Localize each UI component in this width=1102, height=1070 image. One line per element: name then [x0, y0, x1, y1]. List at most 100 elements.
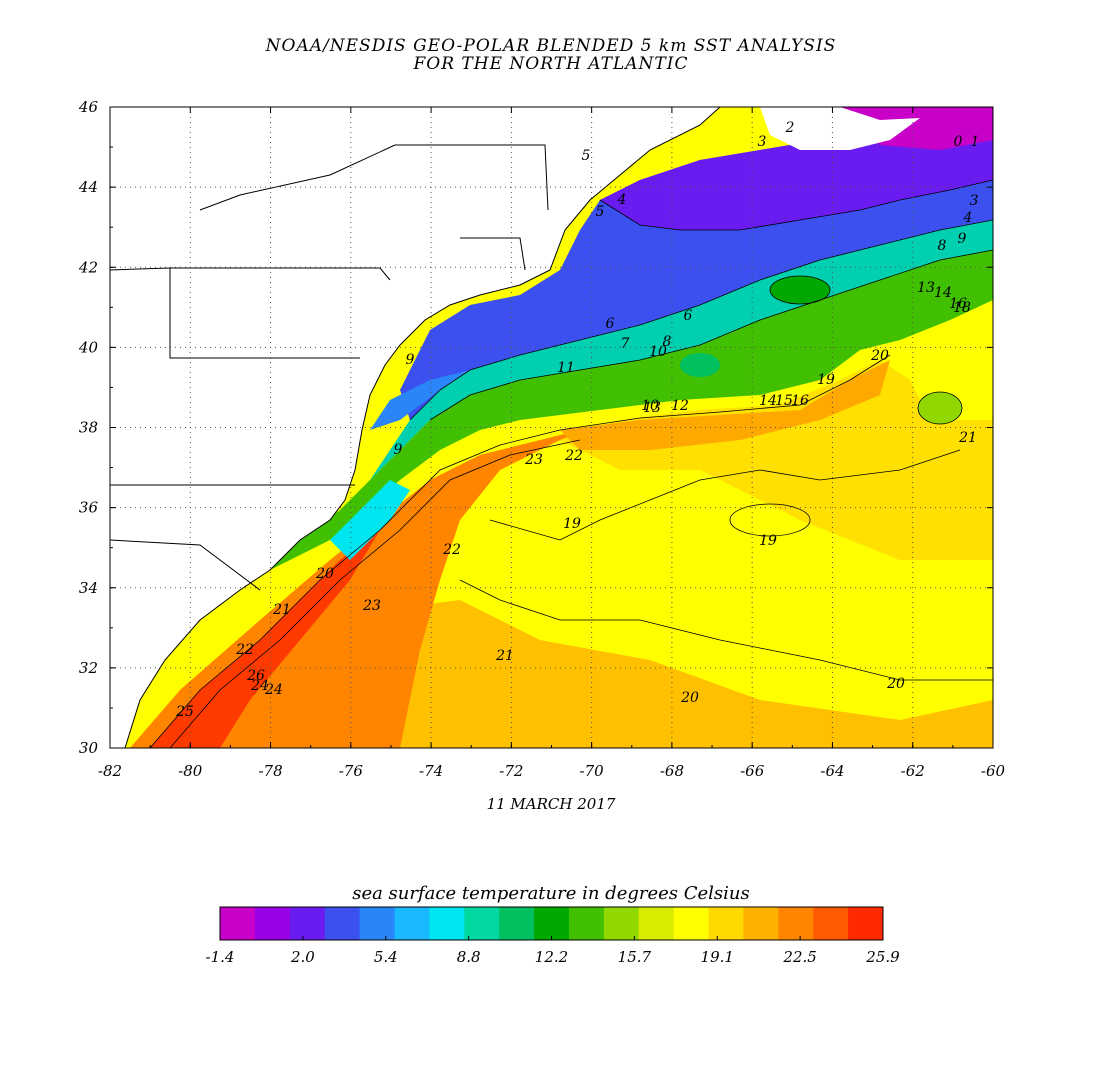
contour-label: 8	[938, 238, 947, 254]
coastline	[124, 106, 721, 749]
lon-tick-label: -82	[98, 762, 122, 780]
lon-tick-label: -60	[981, 762, 1006, 780]
warm-eddy-east	[918, 392, 962, 424]
lon-tick-label: -62	[901, 762, 925, 780]
colorbar-tick-label: 25.9	[865, 948, 900, 966]
contour-label: 8	[663, 334, 672, 350]
colorbar-swatch	[743, 907, 779, 940]
colorbar-tick-label: 19.1	[701, 948, 734, 966]
lat-tick-label: 34	[79, 579, 98, 597]
shelf-cyan-band	[370, 220, 993, 480]
sst-field	[110, 107, 993, 748]
colorbar-swatch	[359, 907, 395, 940]
contour-label: 16	[949, 296, 967, 312]
colorbar-swatch	[220, 907, 256, 940]
map-title-line1: NOAA/NESDIS GEO-POLAR BLENDED 5 km SST A…	[265, 36, 837, 56]
shelf-cyan-south	[330, 480, 410, 560]
contour-label: 18	[953, 300, 971, 316]
lat-tick-label: 40	[78, 338, 99, 356]
contour-label: 20	[870, 348, 889, 364]
lat-tick-label: 32	[79, 659, 98, 677]
contour-label: 4	[617, 192, 627, 208]
warm-zone-south	[370, 600, 993, 748]
lat-tick-label: 46	[78, 98, 99, 116]
colorbar-swatch	[254, 907, 291, 940]
contour-label: 5	[582, 148, 591, 164]
lat-tick-label: 30	[79, 739, 99, 757]
lon-tick-label: -70	[580, 762, 605, 780]
contour-label: 21	[958, 430, 977, 446]
lon-tick-label: -78	[258, 762, 282, 780]
analysis-date: 11 MARCH 2017	[486, 795, 616, 813]
colorbar-swatch	[603, 907, 640, 940]
contour-label: 9	[958, 231, 967, 247]
colorbar-tick-label: 2.0	[290, 948, 315, 966]
contour-label: 22	[235, 642, 254, 658]
contour-label: 14	[759, 393, 777, 409]
lon-tick-label: -74	[419, 762, 443, 780]
contour-label: 2	[785, 120, 795, 136]
colorbar-tick-label: 15.7	[618, 948, 652, 966]
mid-atlantic-bight	[370, 370, 470, 430]
colorbar-labels: -1.4 2.0 5.4 8.8 12.2 15.7 19.1 22.5 25.9	[206, 936, 900, 966]
colorbar-tick-label: 5.4	[374, 948, 398, 966]
contour-label: 6	[606, 316, 615, 332]
colorbar-swatch	[324, 907, 361, 940]
lon-tick-label: -68	[660, 762, 684, 780]
colorbar-title: sea surface temperature in degrees Celsi…	[352, 883, 750, 904]
contour-label: 16	[791, 393, 809, 409]
contour-label: 0	[954, 134, 963, 150]
lat-tick-label: 44	[78, 178, 98, 196]
contour-label: 19	[817, 372, 835, 388]
contour-label: 4	[963, 210, 973, 226]
lon-tick-label: -80	[178, 762, 203, 780]
lat-tick-label: 36	[79, 499, 99, 517]
colorbar-swatch	[708, 907, 744, 940]
contour-label: 9	[406, 352, 415, 368]
contour-label: 12	[671, 398, 689, 414]
contour-label: 23	[524, 452, 543, 468]
contour-label: 19	[563, 516, 581, 532]
colorbar-swatch	[429, 907, 465, 940]
lon-tick-label: -76	[339, 762, 364, 780]
warm-core-north	[560, 360, 993, 560]
contour-label: 9	[394, 442, 403, 458]
contour-label: 23	[362, 598, 381, 614]
colorbar-swatch	[499, 907, 535, 940]
contour-label: 10	[641, 398, 659, 414]
contour-label: 20	[315, 566, 334, 582]
contour-label: 20	[886, 676, 905, 692]
contour-label: 20	[680, 690, 699, 706]
colorbar-swatch	[534, 907, 570, 940]
lat-tick-label: 42	[78, 258, 98, 276]
contour-label: 7	[621, 336, 630, 352]
lat-tick-label: 38	[79, 419, 98, 437]
contour-label: 11	[557, 360, 575, 376]
lon-tick-label: -66	[740, 762, 765, 780]
gulf-stream-hot	[150, 530, 380, 748]
contour-label: 5	[596, 204, 605, 220]
lon-tick-label: -64	[820, 762, 844, 780]
contour-label: 24	[250, 678, 269, 694]
axis-ticks: -82 -80 -78 -76 -74 -72 -70 -68 -66 -64 -62 -604644…	[78, 98, 1006, 780]
colorbar-tick-label: 12.2	[535, 948, 568, 966]
contour-label: 21	[495, 648, 514, 664]
land-mass	[110, 107, 720, 748]
nova-scotia-land	[760, 107, 920, 150]
contour-label: 3	[970, 193, 979, 209]
grid-lines	[110, 107, 993, 748]
contour-label: 15	[775, 393, 793, 409]
colorbar-swatch	[673, 907, 710, 940]
contour-label: 22	[564, 448, 583, 464]
map-title-line2: FOR THE NORTH ATLANTIC	[413, 54, 689, 74]
contour-label: 26	[246, 668, 265, 684]
colorbar-swatches	[219, 906, 884, 941]
colorbar-swatch	[813, 907, 849, 940]
contour-label: 24	[264, 682, 283, 698]
political-boundaries	[109, 144, 549, 591]
colorbar-tick-label: 8.8	[457, 948, 481, 966]
colorbar-swatch	[568, 907, 605, 940]
colorbar-tick-label: 22.5	[782, 948, 816, 966]
